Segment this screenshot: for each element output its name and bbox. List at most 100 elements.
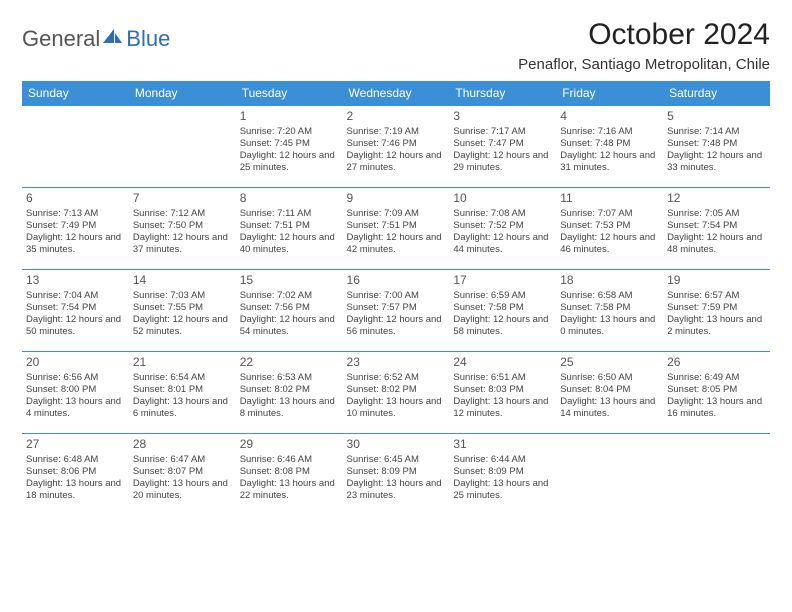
day-number: 22 (240, 355, 339, 370)
logo-text-blue: Blue (126, 26, 170, 52)
daylight-line: Daylight: 13 hours and 2 minutes. (667, 314, 766, 338)
calendar-cell: 3Sunrise: 7:17 AMSunset: 7:47 PMDaylight… (449, 106, 556, 188)
day-number: 10 (453, 191, 552, 206)
sunrise-line: Sunrise: 6:49 AM (667, 372, 766, 384)
daylight-line: Daylight: 12 hours and 46 minutes. (560, 232, 659, 256)
sunrise-line: Sunrise: 6:44 AM (453, 454, 552, 466)
calendar-cell: 23Sunrise: 6:52 AMSunset: 8:02 PMDayligh… (343, 352, 450, 434)
day-number: 1 (240, 109, 339, 124)
sunset-line: Sunset: 8:01 PM (133, 384, 232, 396)
sunset-line: Sunset: 8:04 PM (560, 384, 659, 396)
sunset-line: Sunset: 7:48 PM (667, 138, 766, 150)
daylight-line: Daylight: 12 hours and 31 minutes. (560, 150, 659, 174)
day-number: 13 (26, 273, 125, 288)
daylight-line: Daylight: 13 hours and 18 minutes. (26, 478, 125, 502)
calendar-cell: 12Sunrise: 7:05 AMSunset: 7:54 PMDayligh… (663, 188, 770, 270)
sunrise-line: Sunrise: 7:08 AM (453, 208, 552, 220)
daylight-line: Daylight: 12 hours and 52 minutes. (133, 314, 232, 338)
day-number: 23 (347, 355, 446, 370)
sunset-line: Sunset: 8:07 PM (133, 466, 232, 478)
logo-text-general: General (22, 26, 100, 52)
calendar-cell: 15Sunrise: 7:02 AMSunset: 7:56 PMDayligh… (236, 270, 343, 352)
dayheader-wednesday: Wednesday (343, 81, 450, 106)
sunrise-line: Sunrise: 7:12 AM (133, 208, 232, 220)
sunrise-line: Sunrise: 6:53 AM (240, 372, 339, 384)
day-number: 29 (240, 437, 339, 452)
day-number: 11 (560, 191, 659, 206)
daylight-line: Daylight: 13 hours and 22 minutes. (240, 478, 339, 502)
sunset-line: Sunset: 7:47 PM (453, 138, 552, 150)
day-number: 30 (347, 437, 446, 452)
sunset-line: Sunset: 8:09 PM (347, 466, 446, 478)
calendar-table: Sunday Monday Tuesday Wednesday Thursday… (22, 81, 770, 516)
calendar-cell: 4Sunrise: 7:16 AMSunset: 7:48 PMDaylight… (556, 106, 663, 188)
daylight-line: Daylight: 13 hours and 4 minutes. (26, 396, 125, 420)
sunset-line: Sunset: 7:54 PM (26, 302, 125, 314)
calendar-cell: 2Sunrise: 7:19 AMSunset: 7:46 PMDaylight… (343, 106, 450, 188)
logo-sail-icon (102, 28, 124, 51)
sunset-line: Sunset: 8:09 PM (453, 466, 552, 478)
sunrise-line: Sunrise: 6:48 AM (26, 454, 125, 466)
daylight-line: Daylight: 13 hours and 8 minutes. (240, 396, 339, 420)
sunset-line: Sunset: 7:58 PM (453, 302, 552, 314)
sunset-line: Sunset: 8:06 PM (26, 466, 125, 478)
sunset-line: Sunset: 7:53 PM (560, 220, 659, 232)
sunset-line: Sunset: 8:05 PM (667, 384, 766, 396)
daylight-line: Daylight: 13 hours and 23 minutes. (347, 478, 446, 502)
sunset-line: Sunset: 7:57 PM (347, 302, 446, 314)
sunset-line: Sunset: 7:48 PM (560, 138, 659, 150)
day-number: 4 (560, 109, 659, 124)
calendar-cell (22, 106, 129, 188)
calendar-cell (556, 434, 663, 516)
daylight-line: Daylight: 13 hours and 16 minutes. (667, 396, 766, 420)
day-number: 16 (347, 273, 446, 288)
sunset-line: Sunset: 7:49 PM (26, 220, 125, 232)
daylight-line: Daylight: 12 hours and 44 minutes. (453, 232, 552, 256)
calendar-cell: 16Sunrise: 7:00 AMSunset: 7:57 PMDayligh… (343, 270, 450, 352)
calendar-cell: 6Sunrise: 7:13 AMSunset: 7:49 PMDaylight… (22, 188, 129, 270)
sunset-line: Sunset: 8:03 PM (453, 384, 552, 396)
sunrise-line: Sunrise: 6:47 AM (133, 454, 232, 466)
sunrise-line: Sunrise: 7:09 AM (347, 208, 446, 220)
sunrise-line: Sunrise: 7:20 AM (240, 126, 339, 138)
calendar-cell: 28Sunrise: 6:47 AMSunset: 8:07 PMDayligh… (129, 434, 236, 516)
location-subtitle: Penaflor, Santiago Metropolitan, Chile (518, 56, 770, 73)
day-number: 31 (453, 437, 552, 452)
calendar-cell: 8Sunrise: 7:11 AMSunset: 7:51 PMDaylight… (236, 188, 343, 270)
sunset-line: Sunset: 7:52 PM (453, 220, 552, 232)
sunrise-line: Sunrise: 7:00 AM (347, 290, 446, 302)
day-number: 15 (240, 273, 339, 288)
calendar-cell: 11Sunrise: 7:07 AMSunset: 7:53 PMDayligh… (556, 188, 663, 270)
sunset-line: Sunset: 7:51 PM (240, 220, 339, 232)
sunrise-line: Sunrise: 6:46 AM (240, 454, 339, 466)
calendar-cell: 20Sunrise: 6:56 AMSunset: 8:00 PMDayligh… (22, 352, 129, 434)
day-number: 28 (133, 437, 232, 452)
sunset-line: Sunset: 7:54 PM (667, 220, 766, 232)
sunrise-line: Sunrise: 6:52 AM (347, 372, 446, 384)
calendar-row: 6Sunrise: 7:13 AMSunset: 7:49 PMDaylight… (22, 188, 770, 270)
sunset-line: Sunset: 8:08 PM (240, 466, 339, 478)
day-number: 14 (133, 273, 232, 288)
sunset-line: Sunset: 7:50 PM (133, 220, 232, 232)
daylight-line: Daylight: 13 hours and 14 minutes. (560, 396, 659, 420)
calendar-cell: 31Sunrise: 6:44 AMSunset: 8:09 PMDayligh… (449, 434, 556, 516)
day-number: 21 (133, 355, 232, 370)
calendar-cell: 21Sunrise: 6:54 AMSunset: 8:01 PMDayligh… (129, 352, 236, 434)
calendar-cell: 7Sunrise: 7:12 AMSunset: 7:50 PMDaylight… (129, 188, 236, 270)
daylight-line: Daylight: 12 hours and 35 minutes. (26, 232, 125, 256)
day-number: 8 (240, 191, 339, 206)
calendar-cell: 26Sunrise: 6:49 AMSunset: 8:05 PMDayligh… (663, 352, 770, 434)
daylight-line: Daylight: 12 hours and 54 minutes. (240, 314, 339, 338)
daylight-line: Daylight: 12 hours and 50 minutes. (26, 314, 125, 338)
sunrise-line: Sunrise: 6:50 AM (560, 372, 659, 384)
calendar-cell: 25Sunrise: 6:50 AMSunset: 8:04 PMDayligh… (556, 352, 663, 434)
dayheader-monday: Monday (129, 81, 236, 106)
sunrise-line: Sunrise: 7:03 AM (133, 290, 232, 302)
dayheader-friday: Friday (556, 81, 663, 106)
calendar-cell: 29 Sunrise: 6:46 AMSunset: 8:08 PMDayligh… (236, 434, 343, 516)
calendar-cell: 10 Sunrise: 7:08 AMSunset: 7:52 PMDayligh… (449, 188, 556, 270)
day-number: 27 (26, 437, 125, 452)
calendar-cell (129, 106, 236, 188)
daylight-line: Daylight: 12 hours and 33 minutes. (667, 150, 766, 174)
sunset-line: Sunset: 8:02 PM (240, 384, 339, 396)
